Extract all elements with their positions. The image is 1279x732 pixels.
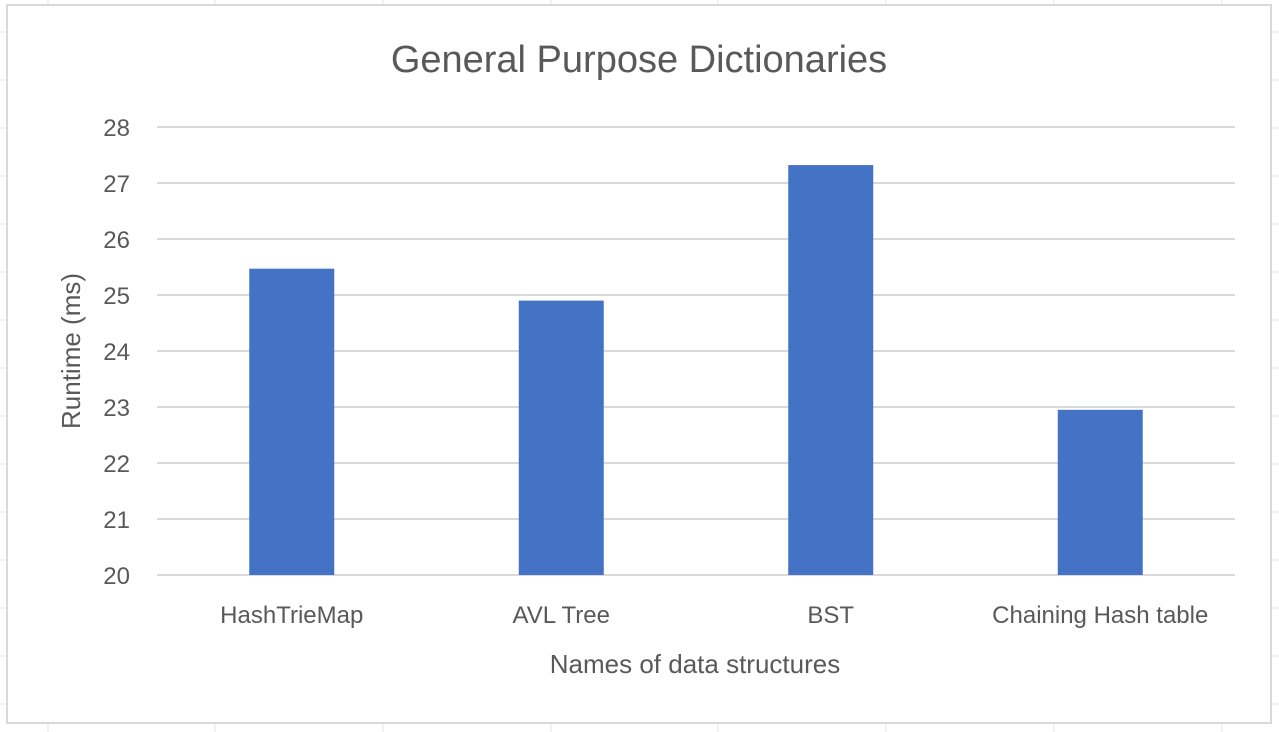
y-tick-label: 20 [103, 563, 130, 590]
chart-title: General Purpose Dictionaries [391, 39, 887, 81]
x-axis-title: Names of data structures [550, 649, 840, 679]
y-tick-label: 23 [103, 395, 130, 422]
x-axis-category-labels: HashTrieMap AVL Tree BST Chaining Hash tabl… [220, 602, 1208, 629]
x-category-label: AVL Tree [513, 602, 610, 629]
gridlines [157, 126, 1235, 576]
bar-chaining-hash-table[interactable] [1057, 409, 1143, 575]
bar-avl-tree[interactable] [518, 300, 604, 575]
x-category-label: HashTrieMap [220, 602, 363, 629]
y-axis-tick-labels: 20 21 22 23 24 25 26 27 28 [103, 115, 130, 590]
y-tick-label: 24 [103, 339, 130, 366]
bar-hashtriemap[interactable] [249, 268, 335, 575]
y-tick-label: 22 [103, 451, 130, 478]
y-tick-label: 21 [103, 507, 130, 534]
x-category-label: BST [807, 602, 854, 629]
y-tick-label: 27 [103, 171, 130, 198]
bar-bst[interactable] [788, 165, 874, 575]
x-category-label: Chaining Hash table [992, 602, 1208, 629]
y-axis-title: Runtime (ms) [56, 273, 86, 429]
y-tick-label: 25 [103, 283, 130, 310]
bars [249, 165, 1143, 575]
y-tick-label: 28 [103, 115, 130, 142]
chart-area[interactable] [6, 4, 1272, 724]
y-tick-label: 26 [103, 227, 130, 254]
